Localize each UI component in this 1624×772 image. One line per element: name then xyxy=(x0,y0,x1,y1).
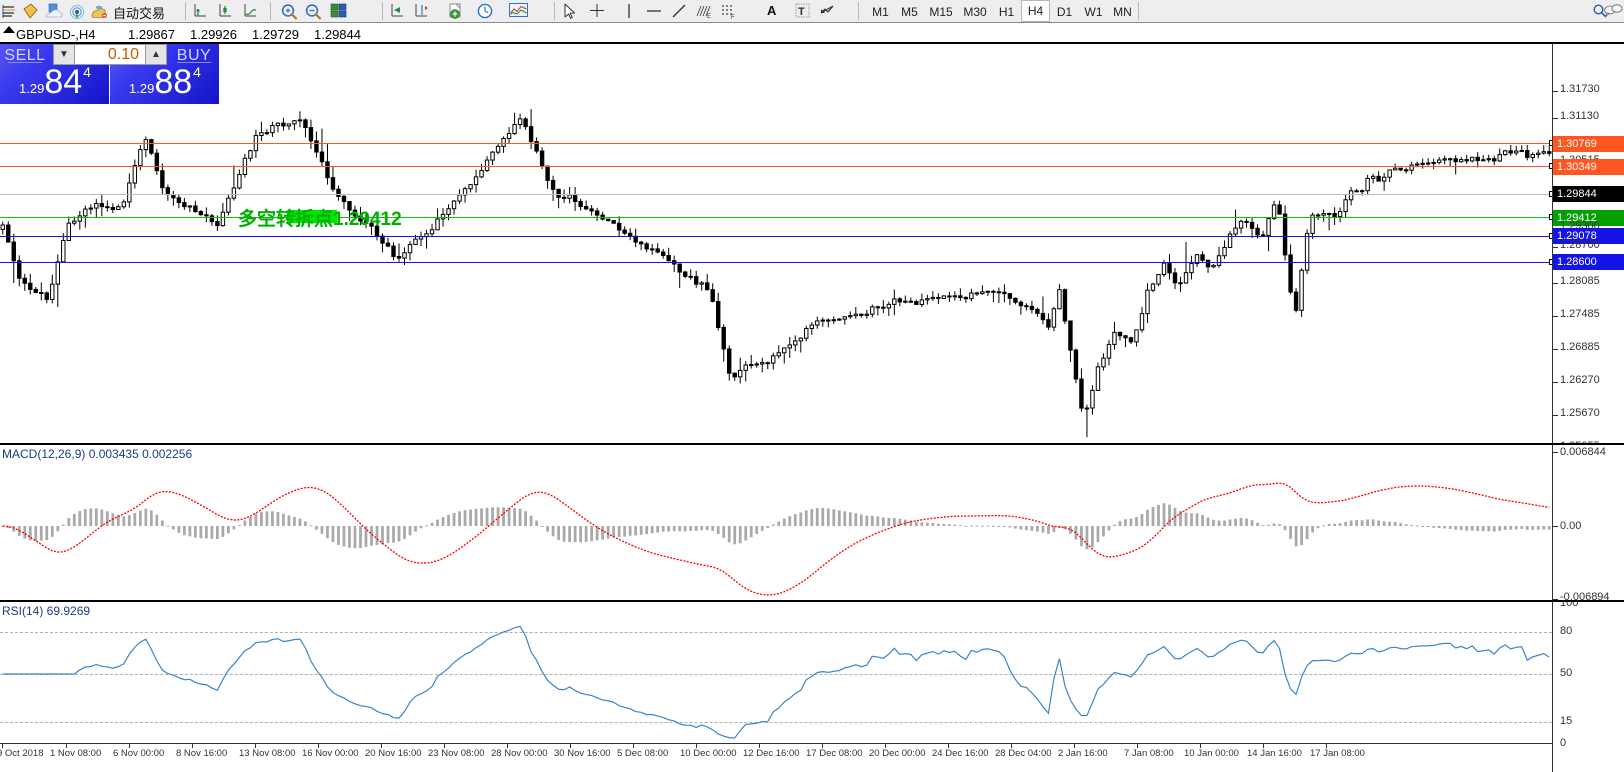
svg-text:E: E xyxy=(707,14,711,20)
svg-text:F: F xyxy=(731,15,735,20)
svg-text:T: T xyxy=(798,6,805,18)
